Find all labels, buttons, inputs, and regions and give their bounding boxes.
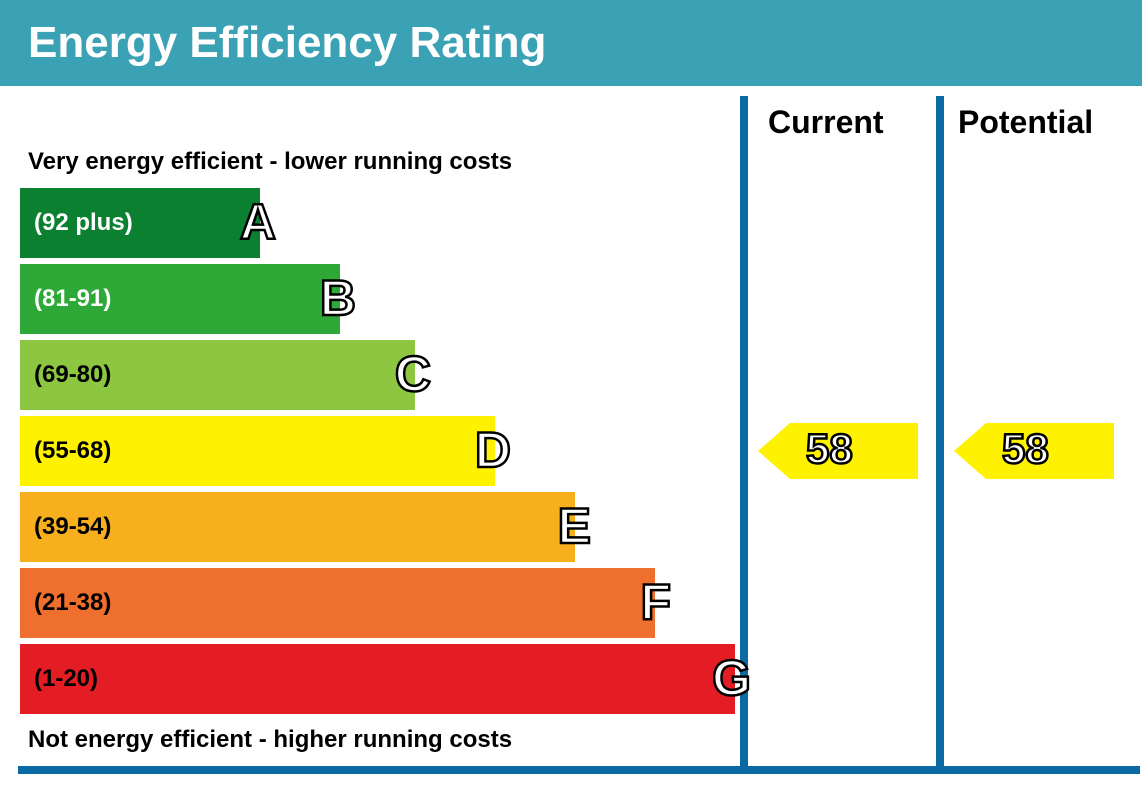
rating-bar-a: (92 plus)A xyxy=(20,188,260,258)
rating-range-d: (55-68) xyxy=(34,437,111,465)
chart-title: Energy Efficiency Rating xyxy=(0,0,1142,86)
rating-bar-f: (21-38)F xyxy=(20,568,655,638)
rating-range-f: (21-38) xyxy=(34,589,111,617)
rating-bar-b: (81-91)B xyxy=(20,264,340,334)
rating-letter-a: A xyxy=(240,193,276,251)
current-rating-value: 58 xyxy=(806,425,853,473)
rating-letter-e: E xyxy=(558,497,591,555)
rating-letter-d: D xyxy=(475,421,511,479)
potential-rating-value: 58 xyxy=(1002,425,1049,473)
current-rating-pointer: 58 xyxy=(758,423,918,479)
rating-letter-g: G xyxy=(712,649,751,707)
rating-letter-f: F xyxy=(640,573,671,631)
title-text: Energy Efficiency Rating xyxy=(28,18,546,67)
rating-range-e: (39-54) xyxy=(34,513,111,541)
potential-rating-pointer: 58 xyxy=(954,423,1114,479)
rating-letter-c: C xyxy=(395,345,431,403)
chart-content: Current Potential Very energy efficient … xyxy=(0,86,1142,776)
bottom-caption: Not energy efficient - higher running co… xyxy=(28,726,512,754)
rating-bar-g: (1-20)G xyxy=(20,644,735,714)
rating-bar-e: (39-54)E xyxy=(20,492,575,562)
column-separator-2 xyxy=(936,96,944,766)
rating-range-c: (69-80) xyxy=(34,361,111,389)
rating-bar-d: (55-68)D xyxy=(20,416,495,486)
rating-bar-c: (69-80)C xyxy=(20,340,415,410)
top-caption: Very energy efficient - lower running co… xyxy=(28,148,512,176)
current-column-header: Current xyxy=(768,104,884,141)
bottom-border-line xyxy=(18,766,1140,774)
rating-range-g: (1-20) xyxy=(34,665,98,693)
rating-letter-b: B xyxy=(320,269,356,327)
potential-column-header: Potential xyxy=(958,104,1093,141)
rating-range-a: (92 plus) xyxy=(34,209,133,237)
rating-range-b: (81-91) xyxy=(34,285,111,313)
